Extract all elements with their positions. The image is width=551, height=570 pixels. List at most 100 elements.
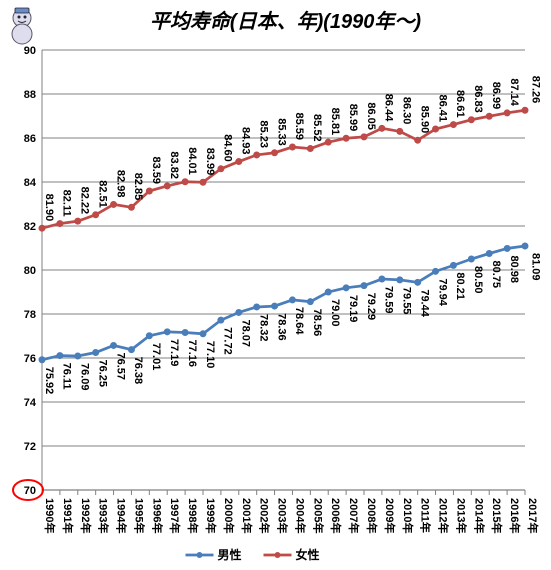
series-marker [325,289,331,295]
series-marker [182,329,188,335]
series-marker [433,268,439,274]
series-marker [254,304,260,310]
data-label: 80.50 [472,266,484,294]
data-label: 86.30 [401,97,413,125]
data-label: 85.81 [329,108,341,136]
data-label: 82.22 [79,187,91,215]
data-label: 80.98 [508,255,520,283]
data-label: 87.26 [529,76,541,104]
series-marker [146,333,152,339]
series-marker [93,350,99,356]
series-marker [397,128,403,134]
series-marker [39,357,45,363]
data-label: 82.51 [96,180,108,208]
series-marker [111,342,117,348]
data-label: 76.11 [61,363,73,390]
data-label: 77.72 [222,327,234,355]
data-label: 87.14 [508,78,520,106]
series-marker [93,212,99,218]
series-marker [75,218,81,224]
series-marker [272,150,278,156]
x-tick-label: 2003年 [276,498,290,533]
data-label: 86.44 [383,94,395,122]
series-marker [57,221,63,227]
series-marker [307,146,313,152]
x-tick-label: 2014年 [472,498,486,533]
data-label: 82.11 [61,190,73,217]
series-marker [522,107,528,113]
data-label: 75.92 [43,367,55,395]
x-tick-label: 2005年 [311,498,325,533]
data-label: 86.99 [490,82,502,110]
data-label: 83.59 [150,156,162,184]
series-marker [289,297,295,303]
data-label: 84.60 [222,134,234,162]
series-marker [415,137,421,143]
data-label: 82.98 [114,170,126,198]
y-tick-label: 70 [24,485,36,497]
series-marker [486,113,492,119]
data-label: 85.90 [418,106,430,134]
x-tick-label: 2016年 [508,498,522,533]
x-tick-label: 2010年 [401,498,415,533]
data-label: 80.75 [490,261,502,289]
data-label: 85.99 [347,104,359,132]
x-tick-label: 2017年 [526,498,540,533]
data-label: 79.29 [365,293,377,321]
series-marker [57,353,63,359]
series-marker [361,134,367,140]
data-label: 78.07 [240,319,252,347]
data-label: 83.99 [204,148,216,176]
series-marker [218,166,224,172]
series-marker [486,251,492,257]
series-marker [325,139,331,145]
chart-title: 平均寿命(日本、年)(1990年～) [150,10,421,33]
y-tick-label: 82 [24,221,36,233]
data-label: 79.44 [418,289,430,317]
data-label: 79.19 [347,295,359,323]
series-marker [200,331,206,337]
x-tick-label: 2015年 [490,498,504,533]
data-label: 84.93 [240,127,252,155]
data-label: 86.83 [472,85,484,113]
y-tick-label: 86 [24,133,36,145]
series-marker [433,126,439,132]
series-marker [361,283,367,289]
y-tick-label: 72 [24,441,36,453]
x-tick-label: 2006年 [329,498,343,533]
data-label: 76.38 [132,357,144,385]
data-label: 77.10 [204,341,216,369]
data-label: 85.23 [257,120,269,148]
y-tick-label: 84 [24,177,37,189]
y-tick-label: 74 [24,397,37,409]
x-tick-label: 2012年 [437,498,451,533]
series-marker [164,329,170,335]
data-label: 76.25 [96,360,108,388]
series-marker [468,256,474,262]
data-label: 77.16 [186,339,198,367]
data-label: 86.05 [365,102,377,130]
series-marker [236,309,242,315]
x-tick-label: 2008年 [365,498,379,533]
x-tick-label: 1995年 [132,498,146,533]
legend-label: 男性 [218,547,242,562]
data-label: 76.57 [114,352,126,380]
data-label: 79.94 [436,278,448,306]
series-marker [343,135,349,141]
series-marker [128,204,134,210]
x-tick-label: 1996年 [150,498,164,533]
series-marker [504,245,510,251]
x-tick-label: 2004年 [293,498,307,533]
data-label: 76.09 [79,363,91,391]
series-marker [128,347,134,353]
series-marker [289,144,295,150]
data-label: 85.59 [293,112,305,140]
series-marker [254,152,260,158]
data-label: 77.01 [150,343,162,371]
x-tick-label: 2002年 [258,498,272,533]
series-marker [397,277,403,283]
x-tick-label: 1993年 [97,498,111,533]
y-tick-label: 78 [24,309,36,321]
x-tick-label: 1997年 [168,498,182,533]
x-tick-label: 2013年 [454,498,468,533]
